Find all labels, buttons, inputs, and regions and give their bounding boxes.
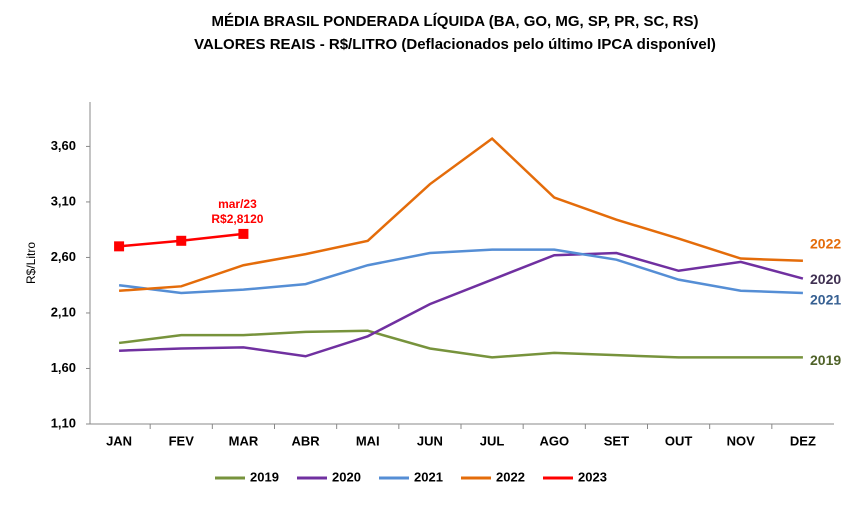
series-line — [118, 137, 803, 293]
legend-label: 2023 — [578, 469, 607, 484]
annotation: R$2,8120 — [211, 212, 263, 226]
x-tick-label: ABR — [291, 433, 320, 448]
series-end-label: 2019 — [810, 352, 841, 368]
x-tick-label: SET — [604, 433, 629, 448]
x-tick-label: JAN — [106, 433, 132, 448]
series-line — [118, 329, 803, 359]
annotation: mar/23 — [218, 197, 257, 211]
chart-subtitle: VALORES REAIS - R$/LITRO (Deflacionados … — [194, 36, 716, 53]
x-tick-label: JUN — [417, 433, 443, 448]
series-end-label: 2020 — [810, 271, 841, 287]
legend-label: 2022 — [496, 469, 525, 484]
point-marker — [114, 241, 125, 252]
legend-label: 2020 — [332, 469, 361, 484]
y-tick-label: 2,60 — [51, 249, 76, 264]
series-end-label: 2022 — [810, 235, 841, 251]
chart-title: MÉDIA BRASIL PONDERADA LÍQUIDA (BA, GO, … — [212, 13, 699, 30]
y-tick-label: 1,10 — [51, 415, 76, 430]
x-tick-label: MAI — [356, 433, 380, 448]
series-line — [119, 251, 804, 358]
x-tick-label: DEZ — [790, 433, 816, 448]
x-tick-label: OUT — [665, 433, 693, 448]
y-tick-label: 3,60 — [51, 138, 76, 153]
legend-label: 2019 — [250, 469, 279, 484]
series-end-label: 2021 — [810, 292, 841, 308]
x-tick-label: MAR — [229, 433, 259, 448]
y-tick-label: 3,10 — [51, 193, 76, 208]
series-line — [118, 248, 803, 295]
y-tick-label: 2,10 — [51, 304, 76, 319]
x-tick-label: NOV — [727, 433, 756, 448]
x-tick-label: AGO — [539, 433, 569, 448]
x-tick-label: JUL — [480, 433, 505, 448]
point-marker — [176, 235, 187, 246]
legend-label: 2021 — [414, 469, 443, 484]
y-axis-label: R$/Litro — [24, 242, 38, 284]
point-marker — [238, 228, 249, 239]
x-tick-label: FEV — [169, 433, 195, 448]
y-tick-label: 1,60 — [51, 360, 76, 375]
